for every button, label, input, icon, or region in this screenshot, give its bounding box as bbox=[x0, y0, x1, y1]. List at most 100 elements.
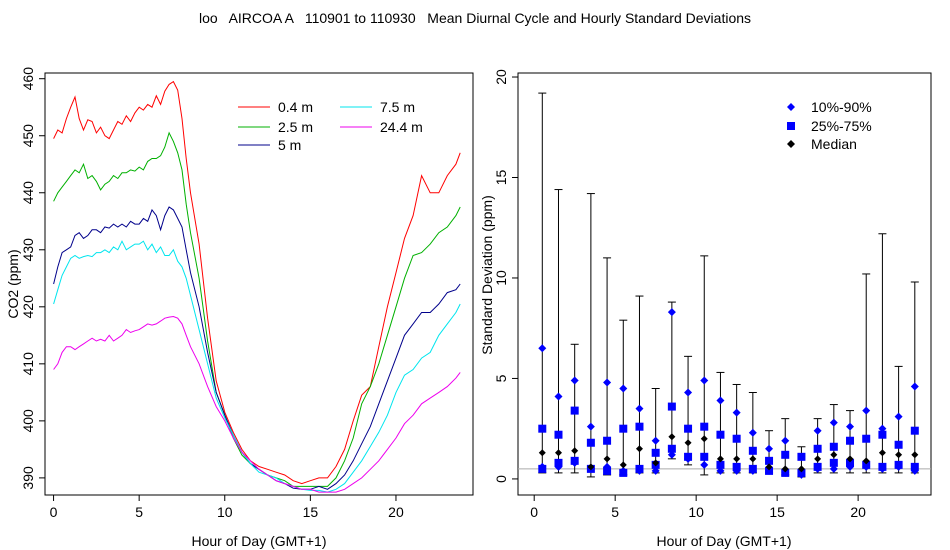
p75-point bbox=[667, 402, 676, 411]
p75-point bbox=[586, 438, 595, 447]
median-point bbox=[554, 449, 562, 457]
legend-label: 5 m bbox=[278, 137, 301, 153]
series-line-0 bbox=[53, 80, 461, 485]
p10-point bbox=[651, 466, 660, 475]
median-point bbox=[781, 465, 789, 473]
series-line-2 bbox=[53, 206, 461, 490]
p75-point bbox=[684, 424, 693, 433]
left-x-tick-label: 20 bbox=[388, 504, 404, 520]
p75-point bbox=[732, 434, 741, 443]
median-point bbox=[830, 451, 838, 459]
p25-point bbox=[732, 462, 741, 471]
legend-square-marker bbox=[787, 122, 795, 130]
median-point bbox=[603, 455, 611, 463]
p90-point bbox=[732, 408, 741, 417]
median-point bbox=[635, 445, 643, 453]
legend-diamond-marker bbox=[787, 140, 795, 148]
p25-point bbox=[910, 462, 919, 471]
p25-point bbox=[700, 452, 709, 461]
p25-point bbox=[635, 464, 644, 473]
p90-point bbox=[894, 412, 903, 421]
left-y-axis: 390 400 410 420 430 440 450 460 bbox=[20, 67, 45, 490]
right-legend: 10%-90% 25%-75% Median bbox=[787, 99, 872, 152]
left-x-tick-label: 0 bbox=[50, 504, 58, 520]
right-plot-frame bbox=[517, 72, 932, 496]
p10-point bbox=[667, 450, 676, 459]
legend-label: Median bbox=[811, 136, 857, 152]
series-line-4 bbox=[53, 315, 461, 493]
p90-point bbox=[667, 308, 676, 317]
p75-point bbox=[894, 440, 903, 449]
p90-point bbox=[603, 378, 612, 387]
p90-point bbox=[716, 396, 725, 405]
median-point bbox=[716, 455, 724, 463]
p25-point bbox=[554, 458, 563, 467]
p75-point bbox=[619, 424, 628, 433]
legend-label: 2.5 m bbox=[278, 119, 313, 135]
right-x-tick-label: 5 bbox=[611, 504, 619, 520]
median-point bbox=[684, 439, 692, 447]
median-point bbox=[878, 449, 886, 457]
right-y-tick-label: 10 bbox=[493, 270, 509, 286]
p90-point bbox=[878, 424, 887, 433]
left-series-lines bbox=[53, 80, 461, 493]
p75-point bbox=[716, 430, 725, 439]
legend-diamond-marker bbox=[787, 103, 795, 111]
p75-point bbox=[797, 452, 806, 461]
p90-point bbox=[910, 382, 919, 391]
median-point bbox=[668, 433, 676, 441]
left-y-tick-label: 450 bbox=[20, 124, 36, 148]
left-x-axis: 0 5 10 15 20 bbox=[50, 495, 404, 520]
legend-label: 7.5 m bbox=[380, 99, 415, 115]
p25-point bbox=[619, 468, 628, 477]
legend-label: 10%-90% bbox=[811, 99, 872, 115]
left-plot-frame bbox=[44, 72, 474, 496]
p25-point bbox=[603, 466, 612, 475]
legend-label: 25%-75% bbox=[811, 118, 872, 134]
page-title: loo AIRCOA A 110901 to 110930 Mean Diurn… bbox=[198, 10, 752, 26]
legend-label: 0.4 m bbox=[278, 99, 313, 115]
series-line-3 bbox=[53, 240, 461, 493]
p75-point bbox=[603, 436, 612, 445]
p25-point bbox=[765, 466, 774, 475]
p75-point bbox=[862, 434, 871, 443]
p75-point bbox=[651, 448, 660, 457]
median-point bbox=[895, 451, 903, 459]
p25-point bbox=[797, 468, 806, 477]
p75-point bbox=[813, 444, 822, 453]
p90-point bbox=[781, 436, 790, 445]
left-x-tick-label: 15 bbox=[303, 504, 319, 520]
p75-point bbox=[700, 422, 709, 431]
p90-point bbox=[846, 422, 855, 431]
p75-point bbox=[878, 430, 887, 439]
median-point bbox=[765, 463, 773, 471]
left-y-tick-label: 410 bbox=[20, 352, 36, 376]
median-point bbox=[538, 449, 546, 457]
p25-point bbox=[829, 458, 838, 467]
median-point bbox=[571, 447, 579, 455]
p25-point bbox=[748, 464, 757, 473]
p25-point bbox=[570, 456, 579, 465]
p75-point bbox=[781, 450, 790, 459]
p90-point bbox=[586, 422, 595, 431]
p25-point bbox=[813, 462, 822, 471]
median-point bbox=[652, 459, 660, 467]
left-y-tick-label: 430 bbox=[20, 238, 36, 262]
p75-point bbox=[538, 424, 547, 433]
left-x-tick-label: 10 bbox=[217, 504, 233, 520]
p10-point bbox=[829, 464, 838, 473]
median-point bbox=[587, 463, 595, 471]
p75-point bbox=[748, 446, 757, 455]
p75-point bbox=[910, 426, 919, 435]
median-point bbox=[814, 455, 822, 463]
left-y-tick-label: 460 bbox=[20, 67, 36, 91]
median-point bbox=[700, 435, 708, 443]
median-point bbox=[797, 465, 805, 473]
p25-point bbox=[667, 444, 676, 453]
right-x-tick-label: 15 bbox=[769, 504, 785, 520]
right-x-tick-label: 0 bbox=[530, 504, 538, 520]
right-series-marks bbox=[518, 92, 931, 479]
p90-point bbox=[684, 388, 693, 397]
median-point bbox=[911, 451, 919, 459]
p90-point bbox=[538, 344, 547, 353]
